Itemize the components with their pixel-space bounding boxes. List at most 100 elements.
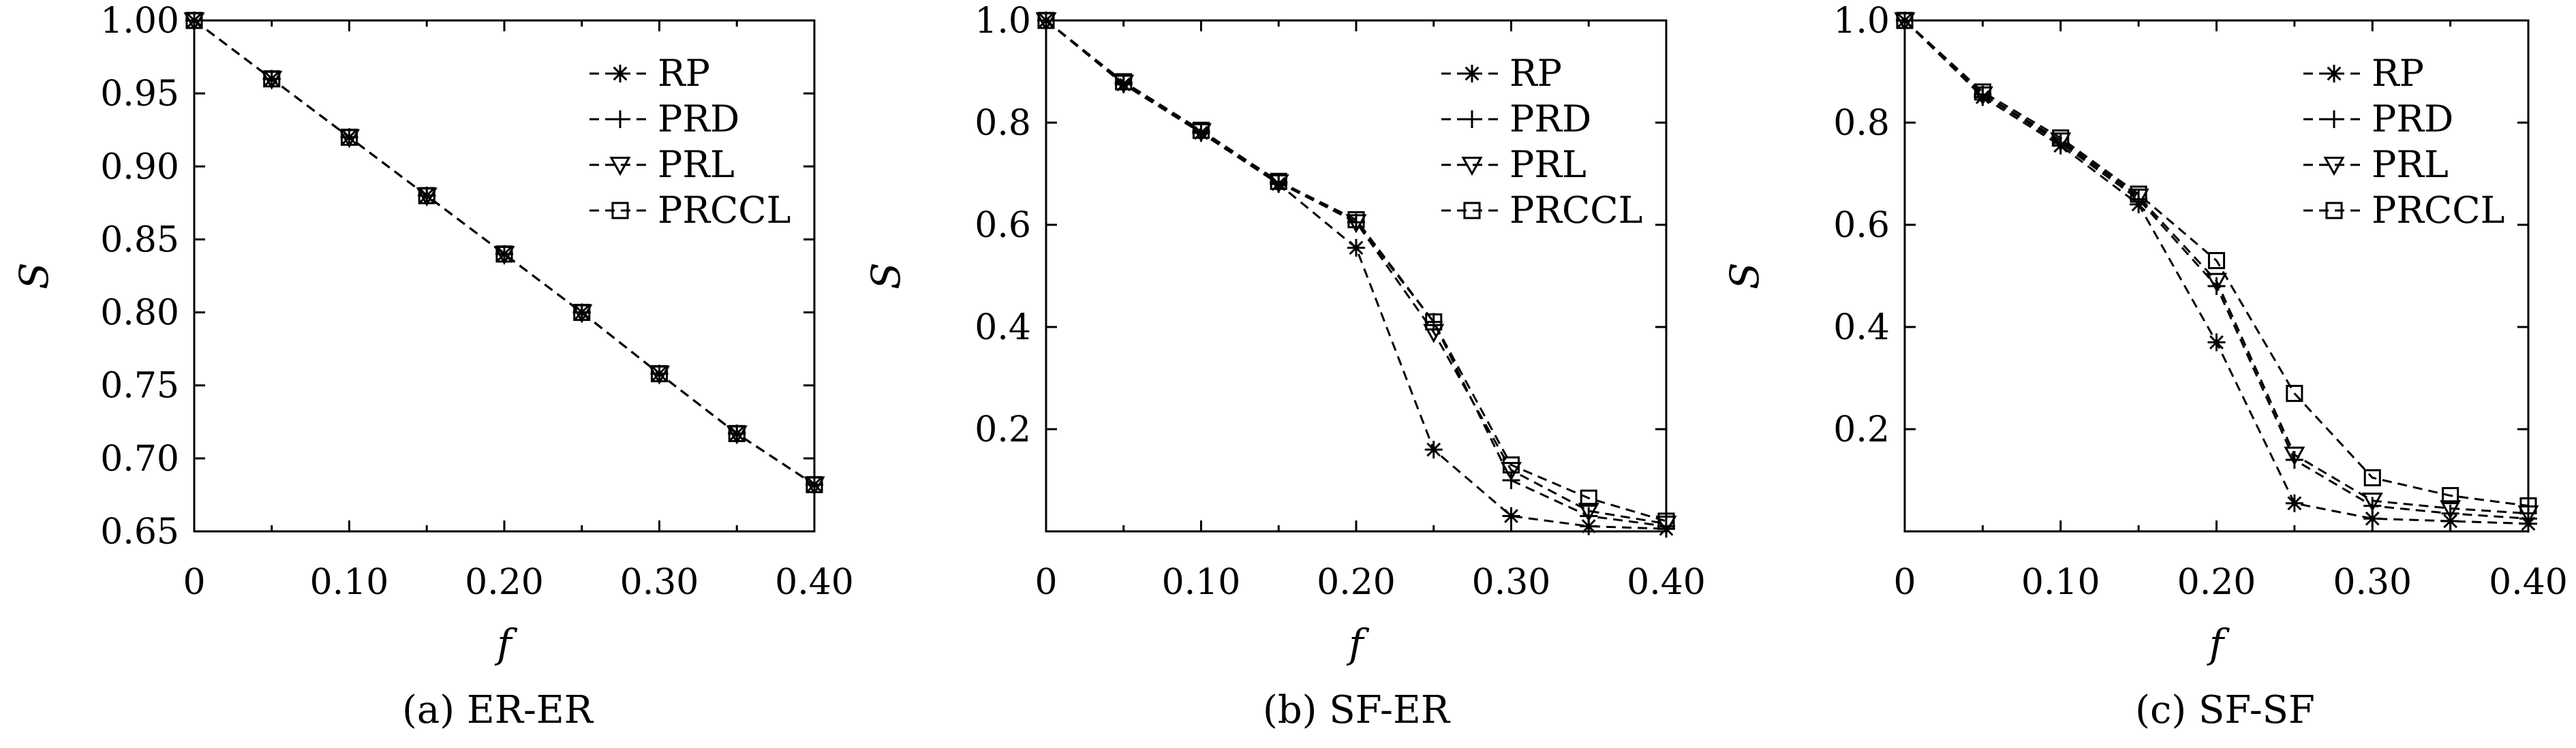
legend-marker	[1461, 157, 1483, 176]
data-point-prccl	[573, 304, 591, 322]
legend-label: PRCCL	[2372, 189, 2505, 232]
y-tick-label: 0.80	[100, 293, 179, 334]
data-point-prd	[2363, 497, 2382, 515]
x-tick-label: 0.10	[310, 562, 389, 603]
legend-label: PRCCL	[1509, 189, 1643, 232]
legend-marker	[2325, 110, 2343, 128]
series-line-prccl	[194, 19, 815, 486]
data-point-prccl	[2286, 384, 2303, 403]
x-tick-label: 0.10	[2021, 562, 2100, 603]
series-line-prd	[1045, 19, 1667, 527]
chart-panel-0: 0.65 0.70 0.75 0.80 0.85 0.90 0.95 1.00 0 0.10 0.2…	[11, 1, 854, 667]
x-tick-label: 0.20	[2177, 562, 2256, 603]
legend-label: RP	[2372, 52, 2424, 95]
data-point-prd	[1580, 507, 1598, 525]
legend-marker	[2325, 65, 2343, 82]
data-point-prccl	[495, 245, 513, 263]
x-tick-label: 0.30	[2333, 562, 2412, 603]
chart-panel-1: 0.20.40.60.81.00 0.10 0.20 0.30 0.40fSRPPRDP…	[863, 1, 1706, 667]
data-point-prccl	[1580, 489, 1597, 507]
legend-marker	[2325, 202, 2343, 219]
y-tick-label: 0.4	[975, 307, 1031, 348]
data-point-prccl	[2130, 185, 2147, 203]
legend-marker	[611, 202, 629, 219]
y-tick-label: 0.70	[100, 439, 179, 480]
series-line-prl	[1903, 19, 2529, 515]
y-tick-label: 0.4	[1833, 307, 1890, 348]
data-point-prl	[2440, 500, 2462, 520]
legend-label: PRD	[1509, 97, 1591, 140]
x-tick-label: 0.30	[620, 562, 699, 603]
y-tick-label: 0.2	[975, 409, 1031, 450]
data-point-rp	[1347, 238, 1365, 257]
data-point-prccl	[1657, 512, 1675, 530]
data-point-prccl	[340, 128, 358, 146]
legend-label: PRL	[1509, 143, 1586, 186]
y-tick-label: 0.6	[975, 205, 1031, 246]
data-point-rp	[2363, 510, 2382, 528]
data-point-prccl	[1192, 121, 1210, 139]
data-point-prl	[2050, 132, 2072, 152]
x-tick-label: 0.20	[465, 562, 544, 603]
legend-marker	[1463, 65, 1481, 82]
x-tick-label: 0.40	[775, 562, 854, 603]
series-line-rp	[1045, 19, 1667, 530]
x-axis-label: f	[2207, 621, 2230, 667]
legend-label: RP	[1509, 52, 1562, 95]
data-point-prccl	[1974, 83, 1991, 101]
data-point-prccl	[185, 12, 203, 29]
y-axis-label: S	[1721, 262, 1768, 290]
y-tick-label: 0.65	[100, 512, 179, 552]
data-point-rp	[2285, 494, 2303, 512]
x-tick-label: 0	[183, 562, 205, 603]
data-point-prl	[2205, 272, 2228, 292]
y-tick-label: 0.90	[100, 146, 179, 187]
data-point-prccl	[418, 187, 435, 204]
data-point-prd	[1424, 313, 1443, 331]
series-line-prccl	[1903, 19, 2529, 507]
legend-marker	[609, 157, 631, 176]
legend-marker	[1463, 110, 1481, 128]
caption-a: (a) ER-ER	[402, 688, 593, 732]
y-tick-label: 0.6	[1833, 205, 1890, 246]
legend-label: PRD	[658, 97, 739, 140]
data-point-prl	[1655, 515, 1677, 535]
x-tick-label: 0.10	[1162, 562, 1241, 603]
legend-marker	[2323, 157, 2345, 176]
data-point-prccl	[2052, 129, 2070, 147]
data-point-prl	[1578, 503, 1599, 523]
y-tick-label: 0.75	[100, 366, 179, 407]
caption-c: (c) SF-SF	[2135, 688, 2315, 732]
data-point-prccl	[2519, 497, 2537, 515]
legend-label: RP	[658, 52, 710, 95]
data-point-prl	[2361, 493, 2383, 512]
data-point-prccl	[2207, 251, 2226, 270]
data-point-prl	[1113, 74, 1135, 94]
legend-label: PRD	[2372, 97, 2453, 140]
legend-marker	[611, 65, 629, 82]
data-point-prl	[2284, 446, 2305, 466]
data-point-prl	[1345, 214, 1367, 234]
data-point-prccl	[1270, 172, 1287, 190]
x-axis-label: f	[1346, 621, 1370, 667]
legend-marker	[611, 110, 629, 128]
data-point-rp	[1502, 507, 1520, 525]
data-point-prccl	[1037, 12, 1055, 29]
x-tick-label: 0.30	[1472, 562, 1551, 603]
y-tick-label: 0.95	[100, 74, 179, 114]
data-point-prccl	[806, 476, 823, 493]
x-tick-label: 0.20	[1317, 562, 1396, 603]
y-tick-label: 1.0	[975, 1, 1031, 42]
y-tick-label: 0.8	[975, 103, 1031, 144]
data-point-prccl	[1896, 12, 1914, 29]
y-axis-label: S	[863, 262, 909, 290]
legend-label: PRL	[2372, 143, 2449, 186]
data-point-rp	[1580, 517, 1598, 535]
series-line-prccl	[1045, 19, 1667, 523]
caption-b: (b) SF-ER	[1262, 688, 1450, 732]
data-point-prccl	[728, 424, 746, 442]
data-point-prccl	[1502, 456, 1520, 474]
data-point-prccl	[1425, 313, 1443, 331]
x-tick-label: 0	[1893, 562, 1916, 603]
